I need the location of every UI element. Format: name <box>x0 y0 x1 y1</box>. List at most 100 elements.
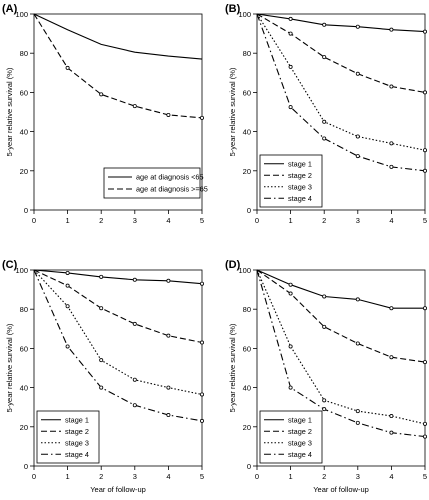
data-point <box>132 403 137 408</box>
data-point <box>389 141 394 146</box>
x-tick-label: 1 <box>66 472 70 481</box>
plot-frame <box>33 13 203 211</box>
data-point <box>422 360 427 365</box>
x-tick-label: 3 <box>356 472 360 481</box>
series-line <box>33 269 203 422</box>
series-4 <box>33 269 204 423</box>
y-tick-label: 0 <box>24 462 28 471</box>
y-tick-label: 0 <box>247 206 251 215</box>
data-point <box>389 355 394 360</box>
data-point <box>322 324 327 329</box>
legend-label: stage 3 <box>288 182 312 191</box>
x-tick-label: 2 <box>99 216 103 225</box>
data-point <box>355 24 360 29</box>
y-axis-label: 5-year relative survival (%) <box>228 323 237 412</box>
data-point <box>389 164 394 169</box>
data-point <box>288 385 293 390</box>
data-point <box>166 112 171 117</box>
plot-frame <box>256 13 426 211</box>
series-line <box>33 269 203 344</box>
y-tick-label: 0 <box>247 462 251 471</box>
y-axis-label: 5-year relative survival (%) <box>5 67 14 156</box>
data-point <box>65 283 70 288</box>
data-point <box>166 413 171 418</box>
data-point <box>65 304 70 309</box>
data-point <box>288 16 293 21</box>
y-tick-label: 100 <box>238 266 251 275</box>
data-point <box>355 297 360 302</box>
data-point <box>322 22 327 27</box>
data-point <box>99 385 104 390</box>
x-tick-label: 2 <box>322 216 326 225</box>
data-point <box>199 392 204 397</box>
data-point <box>389 430 394 435</box>
y-tick-label: 80 <box>243 305 251 314</box>
data-point <box>166 333 171 338</box>
y-tick-label: 60 <box>243 344 251 353</box>
legend-label: stage 2 <box>288 171 312 180</box>
data-point <box>322 407 327 412</box>
data-point <box>355 154 360 159</box>
data-point <box>322 119 327 124</box>
x-tick-label: 0 <box>255 472 259 481</box>
data-point <box>65 270 70 275</box>
data-point <box>422 168 427 173</box>
series-line <box>33 13 203 60</box>
series-2 <box>33 269 204 345</box>
panel-label: (D) <box>225 259 241 271</box>
x-tick-label: 2 <box>322 472 326 481</box>
x-axis-label: Year of follow-up <box>313 485 369 494</box>
x-tick-label: 0 <box>32 216 36 225</box>
series-line <box>33 13 203 119</box>
y-tick-label: 0 <box>24 206 28 215</box>
legend-label: stage 2 <box>288 427 312 436</box>
data-point <box>355 134 360 139</box>
data-point <box>355 341 360 346</box>
series-1 <box>256 269 427 311</box>
legend-label: stage 1 <box>288 415 312 424</box>
x-tick-label: 1 <box>66 216 70 225</box>
panel-label: (C) <box>2 259 18 271</box>
y-tick-label: 100 <box>15 266 28 275</box>
x-tick-label: 5 <box>423 472 427 481</box>
series-line <box>33 269 203 396</box>
series-line <box>256 269 426 438</box>
data-point <box>355 420 360 425</box>
legend-label: stage 3 <box>288 438 312 447</box>
data-point <box>166 385 171 390</box>
x-tick-label: 3 <box>133 216 137 225</box>
data-point <box>288 282 293 287</box>
y-tick-label: 20 <box>20 167 28 176</box>
legend-label: stage 1 <box>65 415 89 424</box>
data-point <box>322 55 327 60</box>
y-axis-label: 5-year relative survival (%) <box>228 67 237 156</box>
y-tick-label: 80 <box>20 305 28 314</box>
series-1 <box>256 13 427 34</box>
data-point <box>199 418 204 423</box>
data-point <box>99 274 104 279</box>
data-point <box>422 148 427 153</box>
y-axis-label: 5-year relative survival (%) <box>5 323 14 412</box>
series-line <box>256 269 426 425</box>
x-tick-label: 4 <box>389 216 393 225</box>
panel-label: (A) <box>2 3 18 15</box>
y-tick-label: 20 <box>243 167 251 176</box>
chart-panel-b: (B) 0 20 40 60 80 100 0 1 2 3 4 5 5-year relative sur… <box>225 3 427 225</box>
chart-panel-a: (A) 0 20 40 60 80 100 0 1 2 3 4 5 5-year relative sur… <box>2 3 208 225</box>
data-point <box>288 291 293 296</box>
y-tick-label: 20 <box>243 423 251 432</box>
y-tick-label: 80 <box>243 49 251 58</box>
y-tick-label: 20 <box>20 423 28 432</box>
plot-frame <box>256 269 426 467</box>
x-tick-label: 0 <box>32 472 36 481</box>
x-tick-label: 5 <box>200 472 204 481</box>
x-tick-label: 1 <box>289 472 293 481</box>
legend: stage 1 stage 2 stage 3 stage 4 <box>36 410 100 464</box>
data-point <box>389 306 394 311</box>
x-tick-label: 4 <box>389 472 393 481</box>
y-tick-label: 100 <box>15 10 28 19</box>
series-line <box>256 269 425 309</box>
x-tick-label: 3 <box>356 216 360 225</box>
x-axis-label: Year of follow-up <box>90 485 146 494</box>
